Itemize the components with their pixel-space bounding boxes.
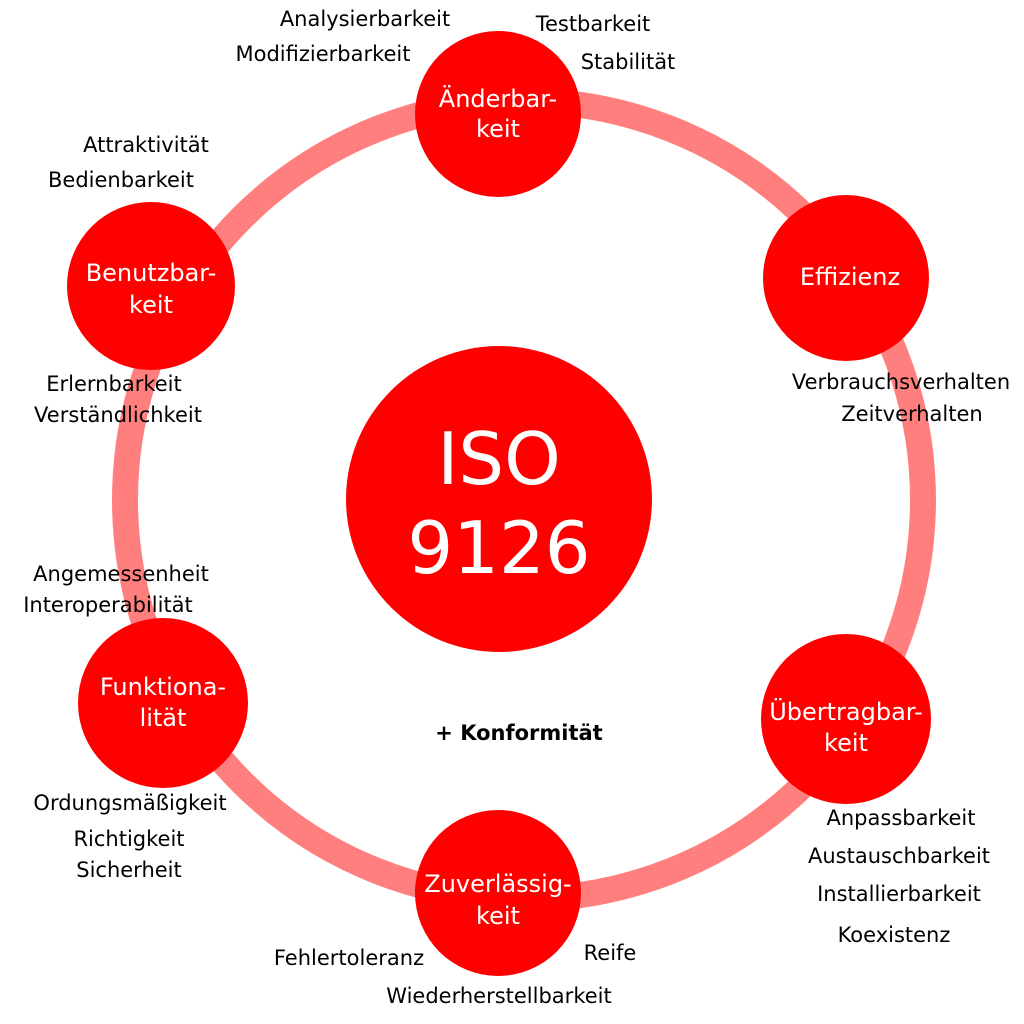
- node-funktionalitaet: Funktiona- lität: [78, 618, 248, 788]
- node-funktionalitaet-circle: [78, 618, 248, 788]
- sub-analysierbarkeit: Analysierbarkeit: [280, 7, 450, 31]
- sub-anpassbarkeit: Anpassbarkeit: [827, 806, 976, 830]
- node-effizienz: Effizienz: [763, 195, 929, 361]
- node-zuverlaessigkeit-line-1: Zuverlässig-: [424, 870, 571, 898]
- sub-erlernbarkeit: Erlernbarkeit: [46, 372, 181, 396]
- sub-angemessenheit: Angemessenheit: [33, 562, 209, 586]
- sub-attraktivitaet: Attraktivität: [83, 133, 209, 157]
- node-benutzbarkeit: Benutzbar- keit: [67, 202, 235, 370]
- center-node: ISO 9126: [346, 346, 652, 652]
- sub-installierbarkeit: Installierbarkeit: [817, 882, 981, 906]
- sub-sicherheit: Sicherheit: [76, 858, 182, 882]
- sub-zeitverhalten: Zeitverhalten: [841, 402, 982, 426]
- conformity-note: + Konformität: [435, 721, 602, 745]
- sub-ordungsmaessigkeit: Ordungsmäßigkeit: [33, 791, 226, 815]
- node-zuverlaessigkeit: Zuverlässig- keit: [415, 810, 581, 976]
- node-effizienz-line-1: Effizienz: [800, 263, 900, 291]
- node-uebertragbarkeit-line-2: keit: [824, 729, 868, 757]
- node-funktionalitaet-line-2: lität: [140, 704, 187, 732]
- sub-interoperabilitaet: Interoperabilität: [23, 593, 193, 617]
- node-funktionalitaet-line-1: Funktiona-: [100, 673, 226, 701]
- sub-richtigkeit: Richtigkeit: [73, 827, 184, 851]
- node-aenderbarkeit-line-2: keit: [476, 115, 520, 143]
- sub-koexistenz: Koexistenz: [838, 923, 951, 947]
- node-benutzbarkeit-line-1: Benutzbar-: [86, 259, 217, 287]
- sub-verbrauchsverhalten: Verbrauchsverhalten: [792, 370, 1010, 394]
- node-aenderbarkeit-circle: [415, 31, 581, 197]
- node-aenderbarkeit-line-1: Änderbar-: [439, 84, 557, 113]
- sub-fehlertoleranz: Fehlertoleranz: [274, 946, 424, 970]
- sub-wiederherstellbarkeit: Wiederherstellbarkeit: [386, 984, 611, 1008]
- sub-reife: Reife: [584, 941, 637, 965]
- sub-bedienbarkeit: Bedienbarkeit: [48, 168, 194, 192]
- node-aenderbarkeit: Änderbar- keit: [415, 31, 581, 197]
- center-line-2: 9126: [407, 506, 590, 590]
- sub-modifizierbarkeit: Modifizierbarkeit: [235, 42, 410, 66]
- node-benutzbarkeit-line-2: keit: [129, 291, 173, 319]
- sub-testbarkeit: Testbarkeit: [535, 12, 651, 36]
- sub-austauschbarkeit: Austauschbarkeit: [808, 844, 990, 868]
- sub-stabilitaet: Stabilität: [581, 50, 676, 74]
- node-uebertragbarkeit: Übertragbar- keit: [761, 634, 931, 804]
- node-zuverlaessigkeit-line-2: keit: [476, 902, 520, 930]
- node-uebertragbarkeit-line-1: Übertragbar-: [769, 697, 923, 726]
- center-line-1: ISO: [437, 417, 561, 501]
- sub-verstaendlichkeit: Verständlichkeit: [34, 403, 202, 427]
